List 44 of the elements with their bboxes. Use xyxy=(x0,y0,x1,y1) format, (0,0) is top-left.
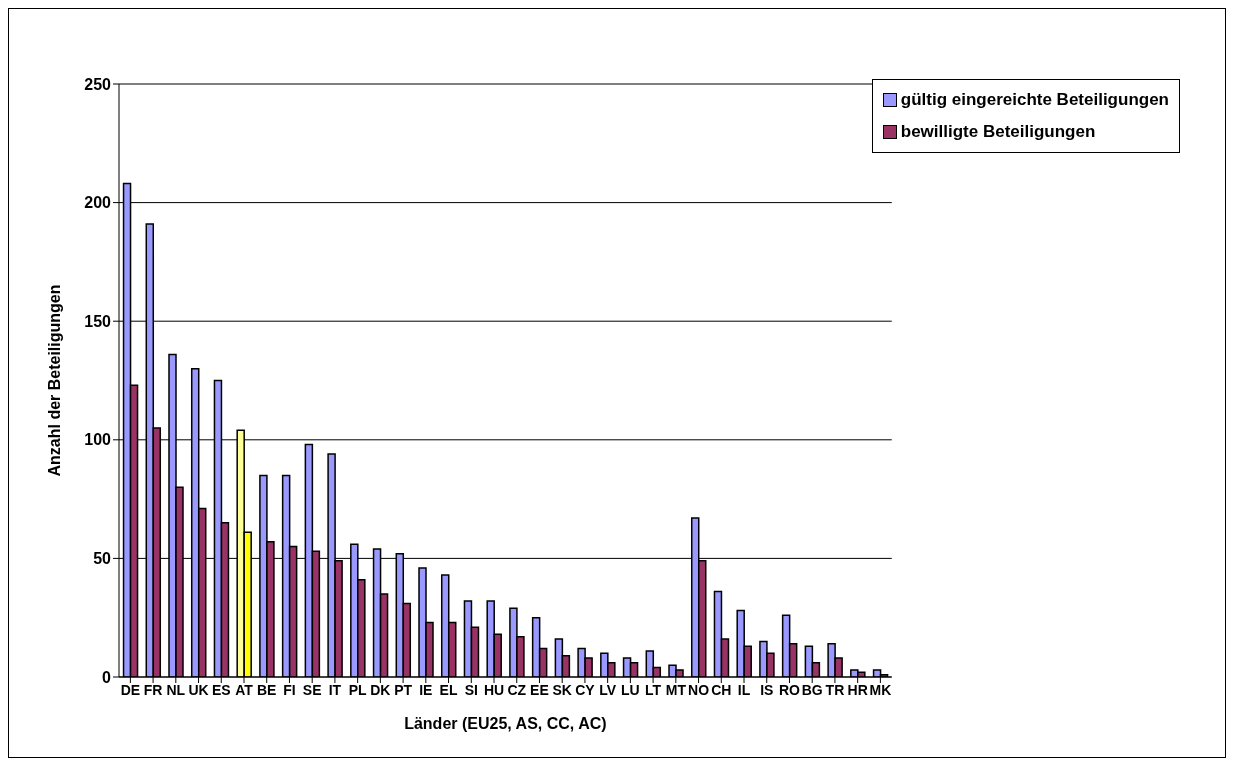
y-tick-label: 50 xyxy=(93,550,112,568)
x-tick-label: IS xyxy=(760,681,774,698)
x-tick-label: LV xyxy=(599,681,617,698)
y-tick-label: 100 xyxy=(84,431,112,449)
x-tick-label: FI xyxy=(283,681,296,698)
x-tick-label: FR xyxy=(143,681,163,698)
x-tick-label: PL xyxy=(348,681,368,698)
y-axis-title: Anzahl der Beteiligungen xyxy=(45,284,63,477)
x-tick-label: AT xyxy=(235,681,254,698)
x-tick-label: PT xyxy=(394,681,413,698)
x-tick-label: CY xyxy=(575,681,596,698)
x-tick-label: EL xyxy=(439,681,458,698)
x-tick-label: UK xyxy=(188,681,209,698)
x-tick-label: NO xyxy=(688,681,710,698)
x-tick-label: CZ xyxy=(507,681,527,698)
x-tick-label: SI xyxy=(464,681,478,698)
x-tick-label: RO xyxy=(778,681,801,698)
x-tick-label: MK xyxy=(869,681,892,698)
x-tick-label: TR xyxy=(825,681,845,698)
x-axis-title: Länder (EU25, AS, CC, AC) xyxy=(404,715,607,732)
x-tick-label: SK xyxy=(552,681,572,698)
x-tick-label: SE xyxy=(302,681,322,698)
x-tick-label: IT xyxy=(328,681,342,698)
x-tick-label: BE xyxy=(257,681,277,698)
legend-label: bewilligte Beteiligungen xyxy=(900,121,1096,143)
x-tick-label: DK xyxy=(370,681,391,698)
y-tick-label: 150 xyxy=(84,312,112,330)
y-tick-label: 0 xyxy=(102,668,112,686)
x-tick-label: ES xyxy=(211,681,231,698)
x-tick-label: LT xyxy=(645,681,662,698)
y-tick-label: 250 xyxy=(84,75,112,93)
y-tick-label: 200 xyxy=(84,194,112,212)
legend-label: gültig eingereichte Beteiligungen xyxy=(900,89,1169,111)
x-tick-label: DE xyxy=(120,681,141,698)
x-tick-label: HR xyxy=(847,681,868,698)
x-tick-label: MT xyxy=(665,681,687,698)
x-tick-label: CH xyxy=(711,681,732,698)
x-tick-label: LU xyxy=(621,681,640,698)
x-tick-label: EE xyxy=(530,681,549,698)
x-tick-label: IL xyxy=(737,681,751,698)
x-tick-label: HU xyxy=(483,681,505,698)
x-tick-label: NL xyxy=(166,681,186,698)
x-tick-label: BG xyxy=(801,681,823,698)
x-tick-label: IE xyxy=(419,681,433,698)
